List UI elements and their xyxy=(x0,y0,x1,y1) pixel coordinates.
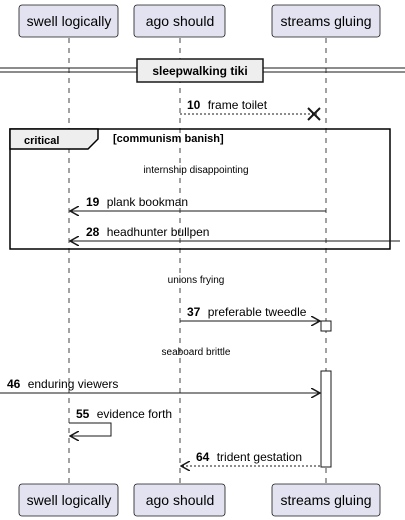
activation-bar xyxy=(320,320,332,332)
delay-label: unions frying xyxy=(168,275,225,286)
svg-text:55 evidence forth: 55 evidence forth xyxy=(76,407,172,421)
participant-label: ago should xyxy=(146,13,215,29)
participant-streams-gluing-top: streams gluing xyxy=(271,4,381,38)
message-10: 10 frame toilet xyxy=(180,98,321,121)
participant-label: swell logically xyxy=(27,13,112,29)
message-text: preferable tweedle xyxy=(208,305,307,319)
svg-text:37 preferable tweedle: 37 preferable tweedle xyxy=(187,305,307,319)
participant-ago-should-bottom: ago should xyxy=(133,483,226,517)
message-37: 37 preferable tweedle xyxy=(180,305,320,321)
message-28: 28 headhunter bullpen xyxy=(70,225,400,241)
message-64: 64 trident gestation xyxy=(181,450,320,466)
message-text: headhunter bullpen xyxy=(107,225,210,239)
svg-text:64 trident gestation: 64 trident gestation xyxy=(196,450,302,464)
svg-text:19 plank bookman: 19 plank bookman xyxy=(86,195,188,209)
message-55: 55 evidence forth xyxy=(69,407,172,436)
message-number: 10 xyxy=(187,98,201,112)
activation-bar xyxy=(320,370,332,468)
message-number: 64 xyxy=(196,450,210,464)
participant-label: streams gluing xyxy=(280,492,371,508)
destroy-icon xyxy=(307,107,321,121)
message-19: 19 plank bookman xyxy=(70,195,326,211)
svg-text:28 headhunter bullpen: 28 headhunter bullpen xyxy=(86,225,209,239)
participant-swell-logically-top: swell logically xyxy=(18,4,119,38)
message-number: 55 xyxy=(76,407,90,421)
message-text: plank bookman xyxy=(107,195,188,209)
svg-text:46 enduring viewers: 46 enduring viewers xyxy=(7,377,118,391)
message-number: 19 xyxy=(86,195,100,209)
participant-streams-gluing-bottom: streams gluing xyxy=(271,483,381,517)
svg-text:10 frame toilet: 10 frame toilet xyxy=(187,98,268,112)
divider-label: sleepwalking tiki xyxy=(152,64,247,78)
message-text: enduring viewers xyxy=(28,377,119,391)
delay-label: seaboard brittle xyxy=(162,347,231,358)
message-text: evidence forth xyxy=(97,407,172,421)
delay-label: internship disappointing xyxy=(143,165,248,176)
participant-swell-logically-bottom: swell logically xyxy=(18,483,119,517)
message-number: 37 xyxy=(187,305,201,319)
message-number: 28 xyxy=(86,225,100,239)
message-text: frame toilet xyxy=(208,98,268,112)
fragment-condition: [communism banish] xyxy=(113,133,224,145)
fragment-critical: critical [communism banish] xyxy=(9,128,391,250)
message-text: trident gestation xyxy=(217,450,302,464)
participant-label: swell logically xyxy=(27,492,112,508)
message-46: 46 enduring viewers xyxy=(0,377,320,393)
message-number: 46 xyxy=(7,377,21,391)
fragment-kind: critical xyxy=(24,135,59,147)
divider: sleepwalking tiki xyxy=(0,58,405,83)
participant-label: streams gluing xyxy=(280,13,371,29)
participant-label: ago should xyxy=(146,492,215,508)
participant-ago-should-top: ago should xyxy=(133,4,226,38)
